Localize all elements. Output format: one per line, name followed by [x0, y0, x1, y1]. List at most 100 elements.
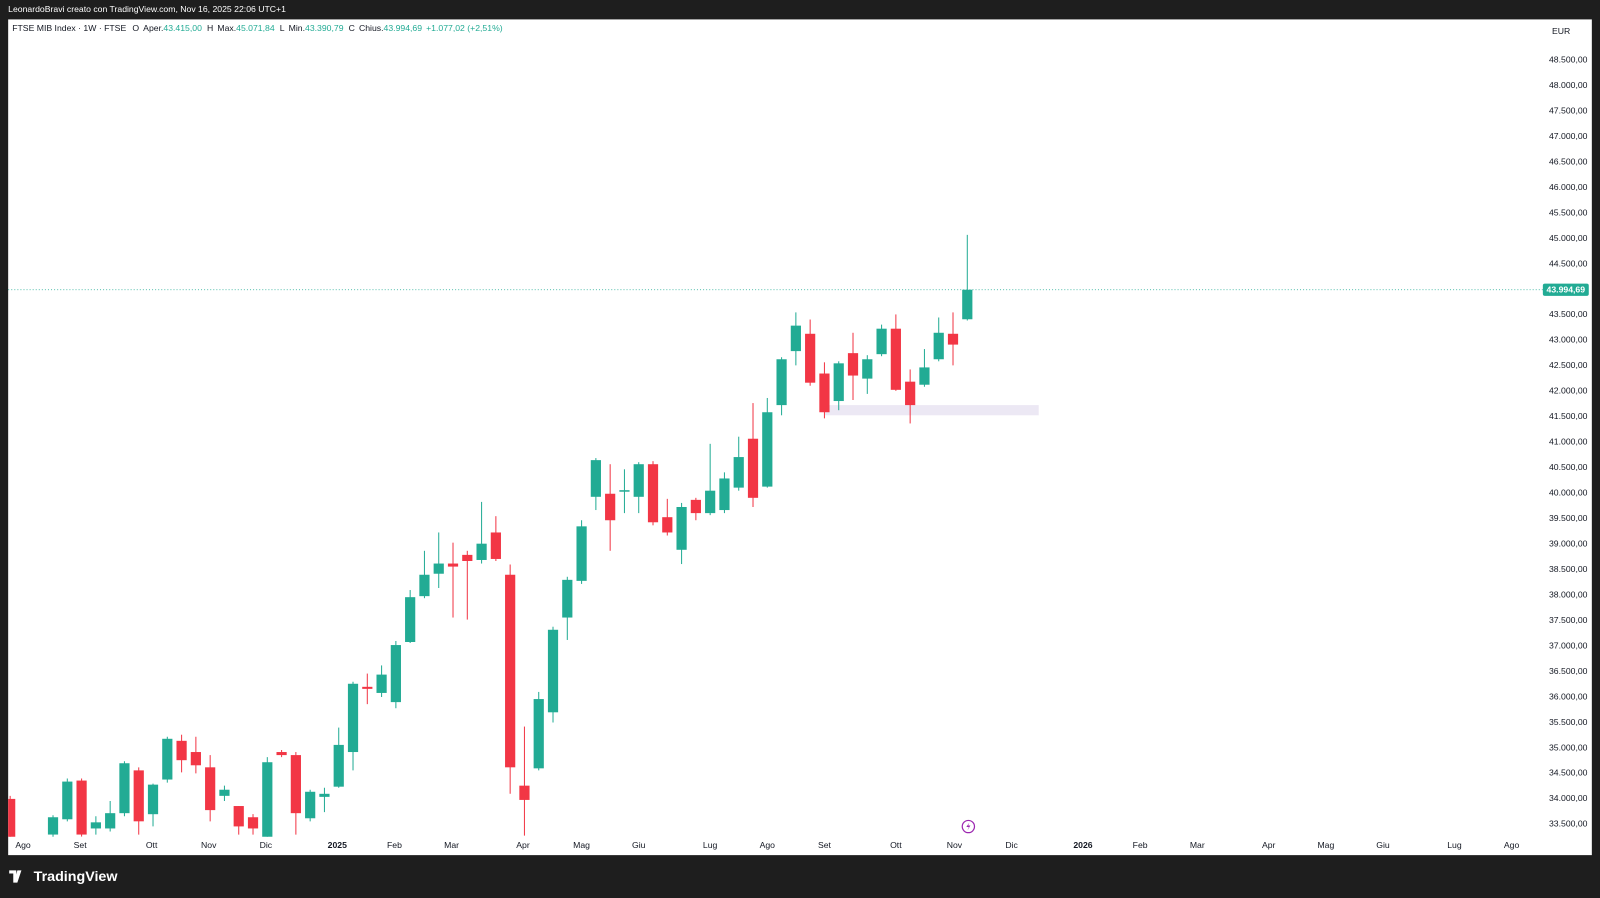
x-tick-label: Set [74, 840, 88, 850]
candle-body [305, 791, 316, 819]
y-tick-label: 35.000,00 [1549, 742, 1588, 752]
x-tick-label: Ago [1504, 840, 1520, 850]
candle-body [190, 752, 201, 766]
candle-body [490, 532, 501, 559]
x-tick-label: Feb [1133, 840, 1148, 850]
candle-body [276, 752, 287, 756]
y-tick-label: 39.000,00 [1549, 538, 1588, 548]
x-tick-label: 2025 [328, 840, 347, 850]
x-tick-label: Apr [1262, 840, 1276, 850]
y-tick-label: 36.500,00 [1549, 666, 1588, 676]
candle-body [905, 381, 916, 406]
candle-body [247, 817, 259, 829]
candle-body [747, 438, 759, 498]
candle-body [8, 798, 16, 837]
candle-body [476, 543, 487, 560]
candle-body [590, 460, 601, 497]
y-tick-label: 33.500,00 [1549, 819, 1588, 829]
candle-body [233, 806, 244, 827]
y-tick-label: 46.000,00 [1549, 182, 1588, 192]
y-tick-label: 44.500,00 [1549, 258, 1588, 268]
legend-h-name: Max. [217, 23, 236, 33]
y-tick-label: 42.500,00 [1549, 360, 1588, 370]
zone [824, 405, 1039, 416]
candle-body [919, 367, 930, 385]
candle-body [447, 563, 459, 567]
logo: TradingView [9, 869, 118, 885]
candle-body [290, 755, 301, 814]
x-tick-label: Mag [573, 840, 590, 850]
x-tick-label: Dic [260, 840, 273, 850]
candle-body [119, 763, 130, 814]
x-tick-label: Dic [1005, 840, 1018, 850]
x-tick-label: Feb [387, 840, 402, 850]
header-text: LeonardoBravi creato con TradingView.com… [8, 4, 286, 14]
candle-body [419, 574, 430, 597]
candle-body [405, 597, 416, 642]
currency: EUR [1552, 26, 1570, 36]
legend-h: H [207, 23, 213, 33]
y-tick-label: 42.000,00 [1549, 386, 1588, 396]
y-tick-label: 46.500,00 [1549, 156, 1588, 166]
candle-body [362, 686, 373, 689]
y-tick-label: 37.500,00 [1549, 615, 1588, 625]
x-tick-label: Ago [760, 840, 776, 850]
candle-body [576, 526, 587, 581]
candle-body [676, 506, 687, 550]
symbol: FTSE MIB Index · 1W · FTSE [12, 23, 126, 33]
legend-c-name: Chius. [359, 23, 384, 33]
candle-body [376, 674, 387, 693]
y-tick-label: 47.500,00 [1549, 105, 1588, 115]
y-tick-label: 48.500,00 [1549, 55, 1588, 65]
candle-body [605, 493, 616, 521]
candle-body [76, 780, 87, 835]
candle-body [205, 767, 216, 811]
legend-change: +1.077,02 (+2,51%) [426, 23, 503, 33]
candle-body [133, 770, 144, 822]
candle-body [433, 563, 444, 574]
y-tick-label: 35.500,00 [1549, 717, 1588, 727]
x-tick-label: 2026 [1073, 840, 1092, 850]
legend-c: C [349, 23, 355, 33]
candle-body [833, 363, 844, 402]
candle-body [947, 333, 959, 345]
candle-body [662, 517, 673, 533]
candle-body [819, 373, 830, 413]
candle-body [462, 554, 473, 561]
x-tick-label: Mar [1190, 840, 1205, 850]
candle-body [705, 490, 716, 514]
y-tick-label: 37.000,00 [1549, 640, 1588, 650]
y-tick-label: 45.500,00 [1549, 207, 1588, 217]
plot [8, 234, 1039, 837]
signal-icon [961, 819, 976, 834]
candle-body [690, 499, 701, 514]
candle-body [62, 781, 73, 820]
candle-body [533, 699, 544, 769]
candle-body [762, 412, 773, 487]
candle-body [547, 629, 559, 713]
candle-body [505, 574, 516, 768]
legend-l: L [280, 23, 285, 33]
x-tick-label: Mar [444, 840, 459, 850]
candle-body [347, 683, 359, 753]
last-price-box [1542, 283, 1589, 296]
y-tick-label: 40.000,00 [1549, 488, 1588, 498]
x-tick-label: Ott [890, 840, 902, 850]
candle-body [47, 817, 59, 835]
x-tick-label: Lug [1447, 840, 1462, 850]
legend-o-value: 43.415,00 [163, 23, 202, 33]
candle-body [790, 325, 801, 352]
legend-l-value: 43.390,79 [305, 23, 344, 33]
candle-body [105, 813, 116, 829]
x-tick-label: Nov [201, 840, 217, 850]
y-tick-label: 34.500,00 [1549, 768, 1588, 778]
candle-body [862, 359, 873, 379]
chart-area [8, 19, 1592, 856]
candle-body [933, 332, 944, 360]
logo-text: TradingView [34, 869, 119, 885]
y-tick-label: 40.500,00 [1549, 462, 1588, 472]
candle-body [319, 793, 330, 797]
candle-body [876, 328, 887, 355]
y-tick-label: 34.000,00 [1549, 793, 1588, 803]
